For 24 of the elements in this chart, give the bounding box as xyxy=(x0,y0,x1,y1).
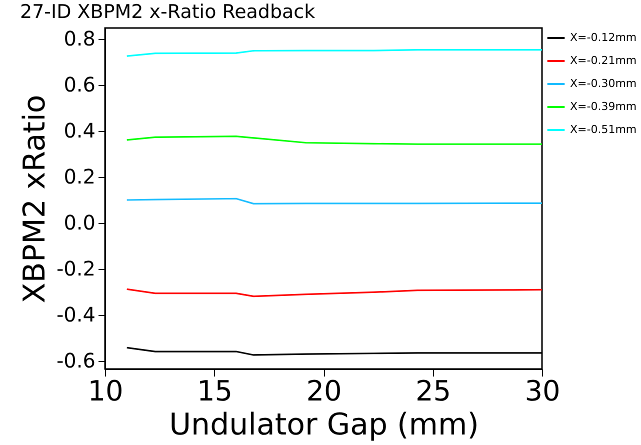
legend-label: X=-0.39mm xyxy=(570,100,637,113)
y-axis-title: XBPM2 xRatio xyxy=(17,94,52,304)
x-tick-label: 20 xyxy=(306,374,342,408)
y-tick-label: -0.2 xyxy=(56,256,96,280)
line-series xyxy=(126,288,542,298)
x-axis-title: Undulator Gap (mm) xyxy=(169,408,479,442)
x-tick-label: 15 xyxy=(196,374,233,408)
y-tick-label: 0.2 xyxy=(64,164,96,188)
legend-label: X=-0.12mm xyxy=(570,31,637,44)
x-tick-label: 25 xyxy=(415,374,452,408)
legend-label: X=-0.30mm xyxy=(570,77,637,90)
y-tick-label: -0.6 xyxy=(56,348,96,372)
x-tick-label: 30 xyxy=(524,374,560,408)
y-tick-label: 0.8 xyxy=(64,26,96,51)
line-series xyxy=(126,49,542,57)
y-tick-label: 0.4 xyxy=(64,118,96,143)
chart-title: 27-ID XBPM2 x-Ratio Readback xyxy=(20,1,316,23)
legend-label: X=-0.51mm xyxy=(570,123,637,136)
legend-label: X=-0.21mm xyxy=(570,54,637,67)
x-tick-label: 10 xyxy=(88,374,124,408)
y-tick-label: 0.0 xyxy=(64,210,96,234)
line-series xyxy=(126,136,542,145)
y-tick-label: -0.4 xyxy=(56,302,96,326)
y-tick-label: 0.6 xyxy=(64,72,96,97)
